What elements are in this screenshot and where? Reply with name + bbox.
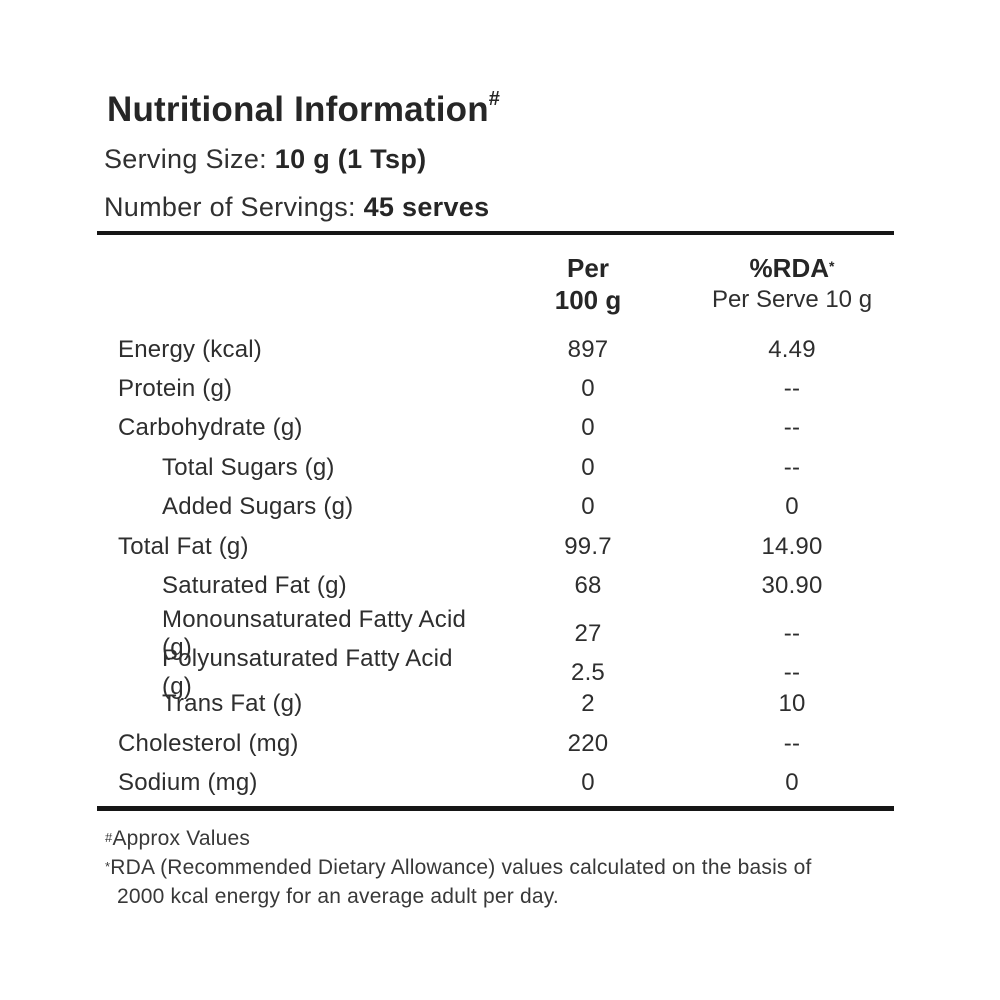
rda-per-serve-value: 14.90 xyxy=(761,532,823,560)
rda-per-serve-value: 10 xyxy=(778,690,806,718)
table-row: Energy (kcal) 897 4.49 xyxy=(97,330,894,369)
table-bottom-rule xyxy=(97,806,894,811)
table-row: Sodium (mg) 0 0 xyxy=(97,763,894,802)
nutrient-name: Added Sugars (g) xyxy=(162,493,354,521)
table-row: Total Sugars (g) 0 -- xyxy=(97,448,894,487)
column-header-rda: %RDA* Per Serve 10 g xyxy=(690,252,894,316)
per-100g-value: 2.5 xyxy=(571,659,605,687)
table-row: Carbohydrate (g) 0 -- xyxy=(97,409,894,448)
footnote-rda: *RDA (Recommended Dietary Allowance) val… xyxy=(105,853,865,911)
table-top-rule xyxy=(97,231,894,235)
per-100g-value: 27 xyxy=(574,619,602,647)
nutrient-name: Energy (kcal) xyxy=(118,335,262,363)
serving-size-label: Serving Size: xyxy=(104,144,275,174)
table-row: Cholesterol (mg) 220 -- xyxy=(97,724,894,763)
rda-header-line2: Per Serve 10 g xyxy=(711,286,873,313)
per-100g-value: 0 xyxy=(581,768,595,796)
nutrient-name: Total Sugars (g) xyxy=(162,453,335,481)
per-100g-value: 897 xyxy=(567,335,609,363)
nutrient-name: Carbohydrate (g) xyxy=(118,414,303,442)
per-100g-value: 68 xyxy=(574,572,602,600)
rda-per-serve-value: 0 xyxy=(785,768,799,796)
title-text: Nutritional Information xyxy=(107,90,489,129)
nutrient-name: Saturated Fat (g) xyxy=(162,572,347,600)
rda-header-superscript: * xyxy=(829,258,835,274)
per-100g-value: 0 xyxy=(581,453,595,481)
per-100g-value: 99.7 xyxy=(564,532,612,560)
rda-per-serve-value: -- xyxy=(783,453,801,481)
serving-size-line: Serving Size: 10 g (1 Tsp) xyxy=(104,144,426,175)
table-row: Added Sugars (g) 0 0 xyxy=(97,488,894,527)
nutrient-name: Protein (g) xyxy=(118,375,233,403)
number-of-servings-label: Number of Servings: xyxy=(104,192,364,222)
rda-header-line1: %RDA* xyxy=(690,252,894,284)
rda-per-serve-value: -- xyxy=(783,375,801,403)
serving-size-value: 10 g (1 Tsp) xyxy=(274,144,427,174)
footnote-2-marker: * xyxy=(105,859,111,874)
per-100g-value: 0 xyxy=(581,493,595,521)
number-of-servings-value: 45 serves xyxy=(363,192,490,222)
footnote-2-text: RDA (Recommended Dietary Allowance) valu… xyxy=(110,856,812,908)
table-row: Total Fat (g) 99.7 14.90 xyxy=(97,527,894,566)
rda-per-serve-value: 0 xyxy=(785,493,799,521)
rda-per-serve-value: -- xyxy=(783,414,801,442)
per-100g-value: 0 xyxy=(581,375,595,403)
nutrient-name: Monounsaturated Fatty Acid (g) xyxy=(162,605,467,661)
rda-per-serve-value: 30.90 xyxy=(761,572,823,600)
table-row: Trans Fat (g) 2 10 xyxy=(97,685,894,724)
rda-per-serve-value: -- xyxy=(783,729,801,757)
table-row: Polyunsaturated Fatty Acid (g) 2.5 -- xyxy=(97,645,894,700)
column-header-per-100g: Per 100 g xyxy=(486,252,690,316)
per-100g-value: 0 xyxy=(581,414,595,442)
nutrient-name: Sodium (mg) xyxy=(118,768,258,796)
nutrient-table-body: Energy (kcal) 897 4.49 Protein (g) 0 -- … xyxy=(97,330,894,803)
nutrient-name: Trans Fat (g) xyxy=(162,690,303,718)
nutrient-name: Cholesterol (mg) xyxy=(118,729,299,757)
rda-header-text: %RDA xyxy=(749,253,829,283)
nutrient-name: Total Fat (g) xyxy=(118,532,249,560)
table-row: Protein (g) 0 -- xyxy=(97,369,894,408)
rda-per-serve-value: -- xyxy=(783,659,801,687)
rda-per-serve-value: 4.49 xyxy=(768,335,816,363)
title-superscript: # xyxy=(488,88,501,110)
footnote-1-text: Approx Values xyxy=(112,827,251,850)
table-row: Monounsaturated Fatty Acid (g) 27 -- xyxy=(97,606,894,661)
per-100g-header-line1: Per xyxy=(567,253,609,283)
rda-per-serve-value: -- xyxy=(783,619,801,647)
nutrient-name: Polyunsaturated Fatty Acid (g) xyxy=(162,645,453,701)
per-100g-value: 2 xyxy=(581,690,595,718)
per-100g-value: 220 xyxy=(567,729,609,757)
page-title: Nutritional Information# xyxy=(107,88,501,130)
table-row: Saturated Fat (g) 68 30.90 xyxy=(97,566,894,605)
footnotes: #Approx Values *RDA (Recommended Dietary… xyxy=(105,824,865,911)
number-of-servings-line: Number of Servings: 45 serves xyxy=(104,192,489,223)
footnote-1-marker: # xyxy=(105,830,113,845)
per-100g-header-line2: 100 g xyxy=(554,285,622,315)
footnote-approx-values: #Approx Values xyxy=(105,824,865,853)
